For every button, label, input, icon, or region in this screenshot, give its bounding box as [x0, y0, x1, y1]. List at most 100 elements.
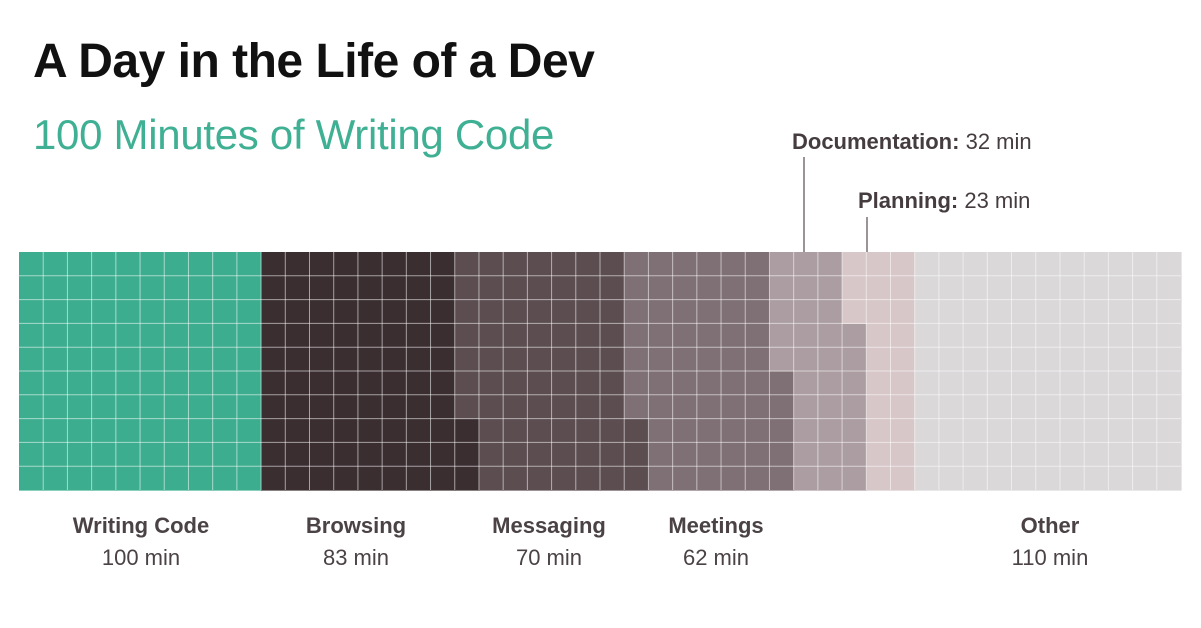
waffle-cell-browsing	[430, 252, 456, 277]
waffle-cell-meetings	[672, 418, 698, 443]
waffle-cell-browsing	[406, 323, 432, 348]
waffle-cell-other	[963, 371, 988, 396]
waffle-cell-other	[963, 299, 988, 324]
waffle-cell-browsing	[382, 394, 407, 420]
waffle-cell-other	[1132, 275, 1158, 301]
waffle-cell-other	[1084, 347, 1109, 372]
waffle-cell-writing-code	[164, 466, 190, 491]
waffle-cell-messaging	[551, 466, 577, 491]
waffle-cell-meetings	[745, 299, 771, 324]
waffle-cell-browsing	[357, 275, 383, 301]
waffle-cell-browsing	[285, 323, 311, 348]
waffle-cell-writing-code	[43, 299, 69, 324]
waffle-cell-documentation	[817, 275, 843, 301]
waffle-cells	[19, 252, 1182, 491]
callout-planning-name: Planning	[858, 188, 951, 213]
waffle-cell-meetings	[696, 275, 722, 301]
waffle-cell-documentation	[817, 252, 843, 277]
waffle-cell-writing-code	[188, 394, 214, 420]
label-messaging-value: 70 min	[515, 544, 583, 570]
waffle-cell-meetings	[745, 394, 771, 420]
waffle-cell-messaging	[527, 371, 553, 396]
waffle-cell-planning	[890, 323, 916, 348]
waffle-cell-other	[1156, 371, 1182, 396]
waffle-cell-messaging	[454, 323, 480, 348]
waffle-cell-writing-code	[212, 323, 238, 348]
waffle-cell-writing-code	[212, 466, 238, 491]
waffle-cell-writing-code	[236, 347, 262, 372]
waffle-cell-writing-code	[188, 347, 214, 372]
waffle-cell-messaging	[624, 442, 650, 467]
waffle-cell-browsing	[309, 323, 335, 348]
waffle-cell-planning	[890, 347, 916, 372]
waffle-cell-browsing	[285, 252, 311, 277]
waffle-cell-other	[938, 371, 964, 396]
waffle-cell-meetings	[624, 275, 650, 301]
waffle-cell-documentation	[842, 466, 867, 491]
waffle-cell-writing-code	[164, 299, 190, 324]
waffle-cell-writing-code	[115, 299, 141, 324]
waffle-cell-other	[1156, 275, 1182, 301]
label-meetings-name: Meetings	[668, 513, 764, 538]
waffle-cell-planning	[866, 252, 892, 277]
documentation-leader-line	[803, 157, 805, 252]
label-messaging: Messaging 70 min	[449, 512, 649, 571]
waffle-cell-writing-code	[188, 299, 214, 324]
label-meetings-value: 62 min	[682, 544, 750, 570]
waffle-cell-other	[1084, 252, 1109, 277]
waffle-cell-writing-code	[91, 299, 117, 324]
waffle-cell-browsing	[382, 299, 407, 324]
waffle-cell-browsing	[430, 418, 456, 443]
waffle-cell-browsing	[333, 347, 359, 372]
waffle-cell-browsing	[261, 347, 286, 372]
waffle-cell-browsing	[357, 252, 383, 277]
label-writing-code: Writing Code 100 min	[41, 512, 241, 571]
waffle-cell-browsing	[309, 275, 335, 301]
waffle-cell-writing-code	[236, 394, 262, 420]
waffle-cell-planning	[842, 299, 867, 324]
waffle-cell-other	[1011, 466, 1037, 491]
waffle-cell-other	[1108, 347, 1134, 372]
waffle-cell-messaging	[575, 252, 601, 277]
waffle-cell-writing-code	[140, 275, 165, 301]
waffle-cell-messaging	[551, 275, 577, 301]
waffle-cell-meetings	[721, 347, 746, 372]
waffle-cell-planning	[866, 466, 892, 491]
waffle-cell-meetings	[672, 323, 698, 348]
waffle-cell-planning	[866, 371, 892, 396]
waffle-cell-messaging	[454, 252, 480, 277]
waffle-cell-other	[987, 371, 1013, 396]
waffle-cell-messaging	[575, 347, 601, 372]
waffle-cell-meetings	[721, 275, 746, 301]
waffle-cell-other	[1011, 275, 1037, 301]
waffle-cell-writing-code	[67, 418, 93, 443]
waffle-cell-documentation	[793, 299, 819, 324]
waffle-cell-writing-code	[43, 394, 69, 420]
waffle-cell-other	[914, 466, 940, 491]
waffle-cell-messaging	[551, 442, 577, 467]
waffle-cell-browsing	[333, 394, 359, 420]
waffle-cell-messaging	[600, 466, 625, 491]
waffle-cell-documentation	[842, 347, 867, 372]
waffle-cell-other	[1059, 371, 1085, 396]
waffle-cell-writing-code	[115, 252, 141, 277]
waffle-cell-meetings	[672, 252, 698, 277]
waffle-cell-other	[1108, 394, 1134, 420]
waffle-cell-writing-code	[140, 394, 165, 420]
waffle-cell-browsing	[261, 299, 286, 324]
waffle-cell-other	[914, 371, 940, 396]
waffle-cell-browsing	[357, 299, 383, 324]
waffle-cell-writing-code	[67, 275, 93, 301]
waffle-cell-other	[938, 252, 964, 277]
waffle-cell-messaging	[600, 323, 625, 348]
waffle-cell-browsing	[285, 275, 311, 301]
waffle-cell-meetings	[769, 394, 795, 420]
waffle-cell-writing-code	[212, 394, 238, 420]
waffle-cell-meetings	[696, 347, 722, 372]
waffle-cell-planning	[866, 299, 892, 324]
waffle-cell-messaging	[551, 252, 577, 277]
waffle-cell-other	[1132, 466, 1158, 491]
waffle-cell-other	[1084, 394, 1109, 420]
waffle-cell-messaging	[478, 394, 504, 420]
waffle-cell-meetings	[648, 275, 674, 301]
